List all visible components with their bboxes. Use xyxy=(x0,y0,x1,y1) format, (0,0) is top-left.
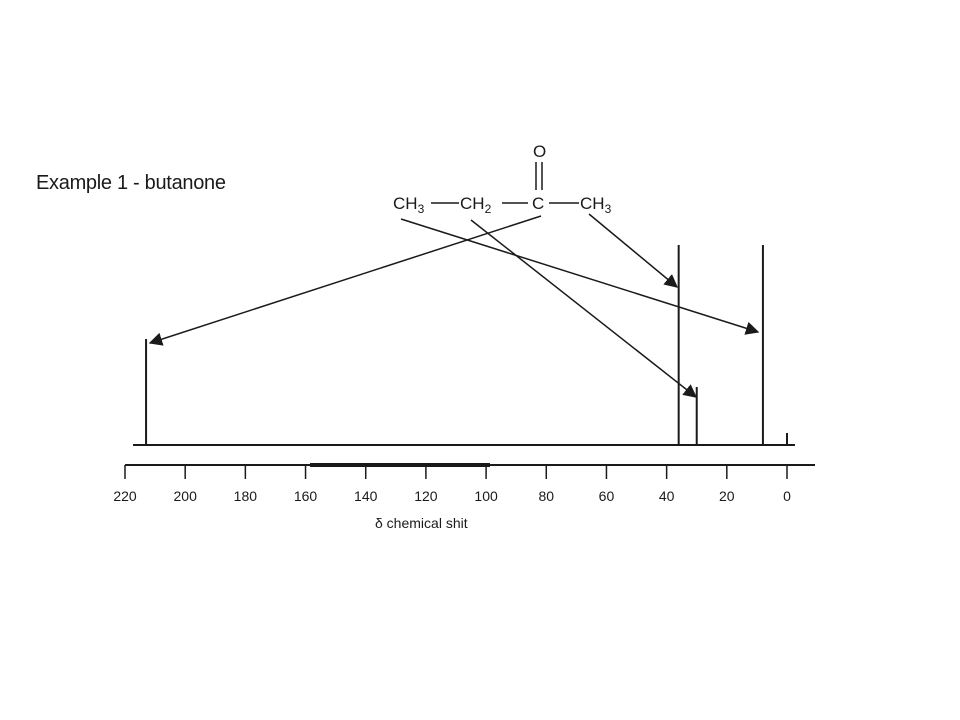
x-axis-ticks: 220 200 180 160 140 120 100 80 60 40 20 0 xyxy=(113,465,791,504)
arrow-ch3-right-to-36 xyxy=(588,213,679,288)
peaks xyxy=(145,245,788,445)
group-ch3-right: CH3 xyxy=(580,194,612,216)
group-ch3-left: CH3 xyxy=(393,194,425,216)
x-tick-label: 0 xyxy=(783,488,791,504)
group-ch2: CH2 xyxy=(460,194,492,216)
arrow-ch3-left-to-8 xyxy=(400,218,760,335)
x-tick-label: 140 xyxy=(354,488,378,504)
x-tick-label: 60 xyxy=(599,488,615,504)
group-carbonyl-c: C xyxy=(532,194,544,213)
butanone-structure: O CH3 CH2 C CH3 xyxy=(393,142,612,216)
arrow-carbonyl-to-213 xyxy=(148,215,542,346)
x-tick-label: 40 xyxy=(659,488,675,504)
x-tick-label: 180 xyxy=(234,488,258,504)
x-tick-label: 220 xyxy=(113,488,137,504)
x-axis-label: δ chemical shit xyxy=(375,515,468,531)
x-tick-label: 100 xyxy=(474,488,498,504)
oxygen-atom: O xyxy=(533,142,546,161)
page-title: Example 1 - butanone xyxy=(36,172,226,194)
x-tick-label: 80 xyxy=(538,488,554,504)
x-tick-label: 120 xyxy=(414,488,438,504)
x-tick-label: 20 xyxy=(719,488,735,504)
assignment-arrows xyxy=(148,213,760,398)
x-tick-label: 200 xyxy=(174,488,198,504)
x-tick-label: 160 xyxy=(294,488,318,504)
arrow-ch2-to-30 xyxy=(470,219,698,398)
